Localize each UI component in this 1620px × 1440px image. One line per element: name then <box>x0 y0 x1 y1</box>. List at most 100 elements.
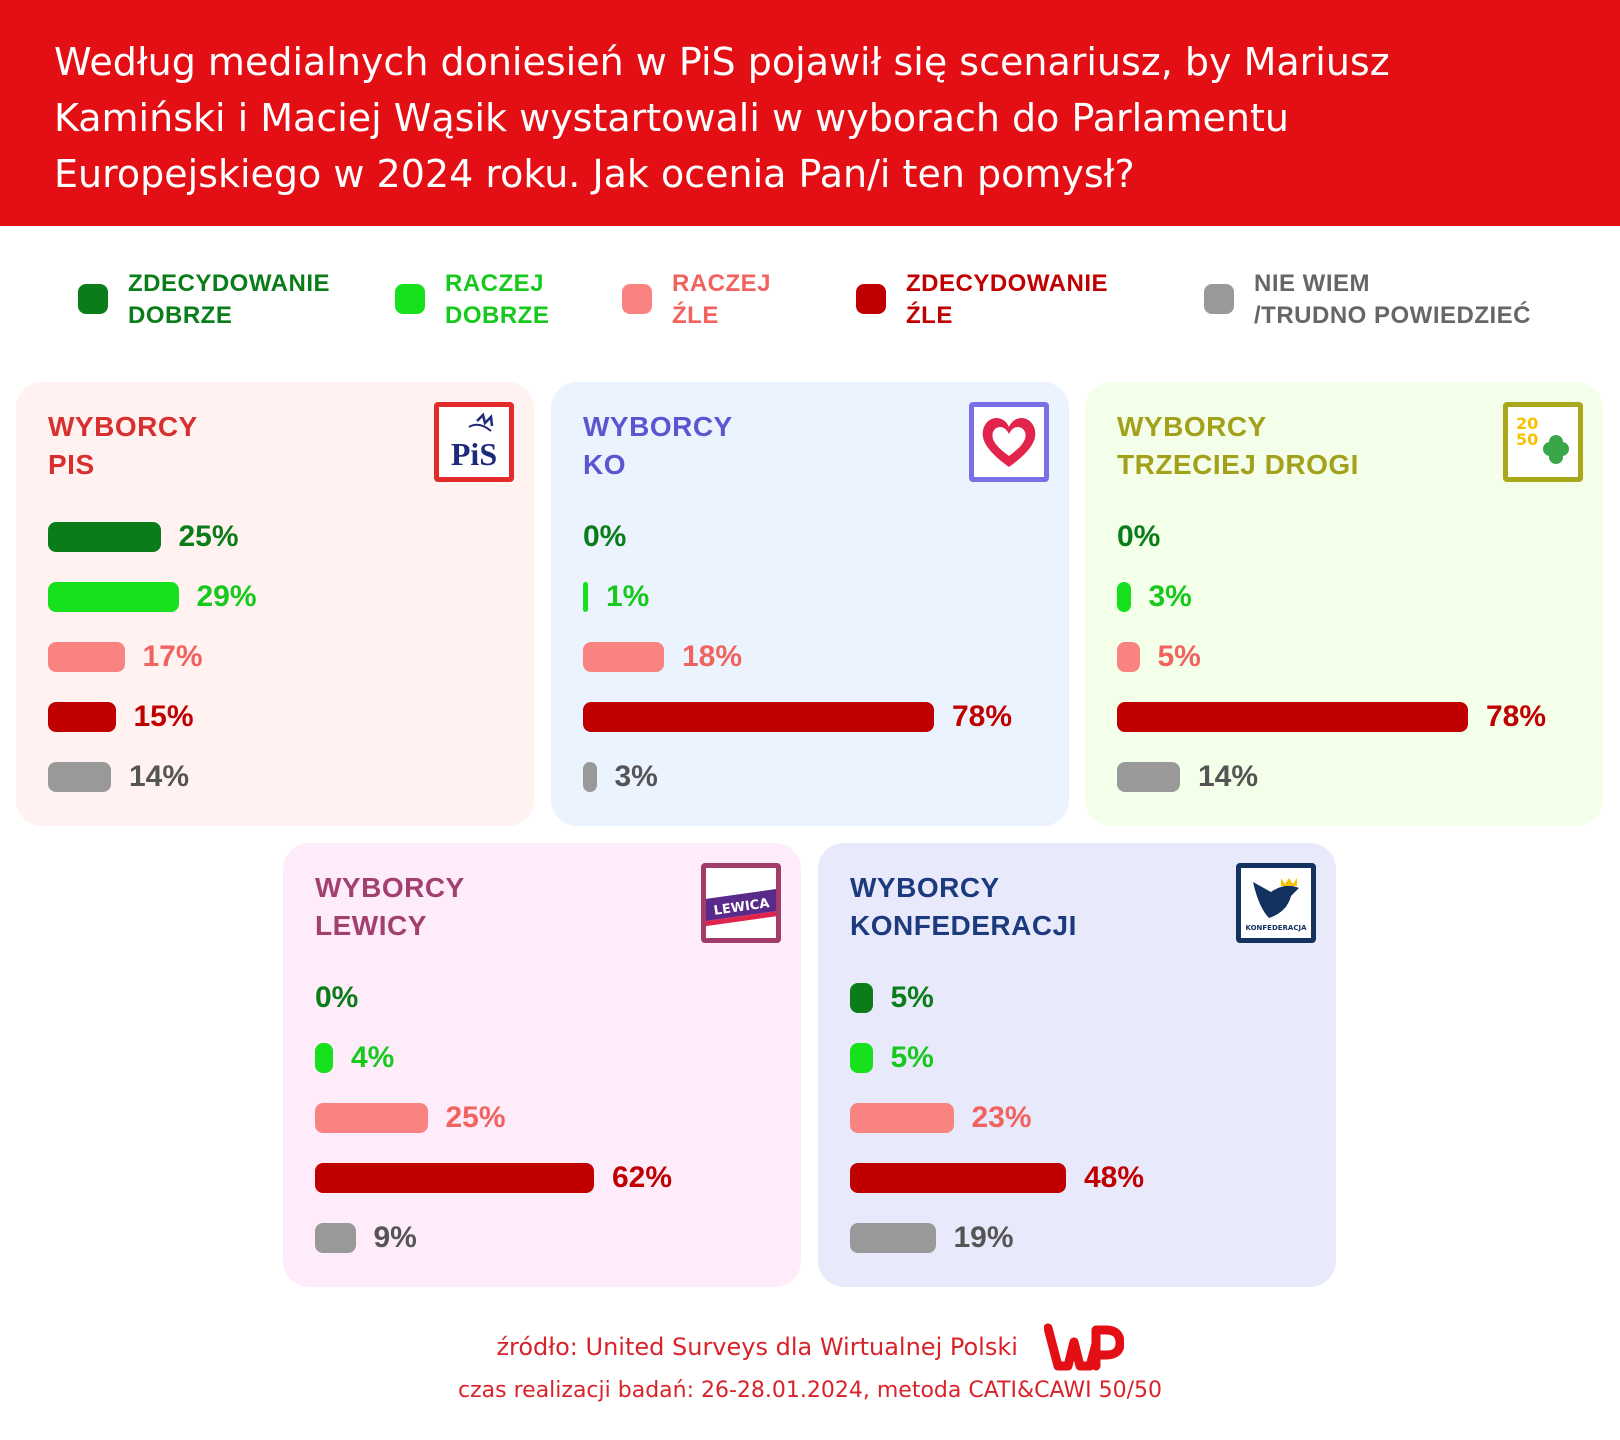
konfederacja-logo: KONFEDERACJA <box>1236 863 1316 943</box>
bar-value-label: 48% <box>1084 1161 1145 1194</box>
bar-row: 5% <box>850 1040 934 1076</box>
legend-item: ZDECYDOWANIE ŹLE <box>856 268 1108 332</box>
bar-value-label: 15% <box>133 700 194 733</box>
bar-value-label: 9% <box>373 1221 417 1254</box>
method-line: czas realizacji badań: 26-28.01.2024, me… <box>458 1378 1162 1403</box>
bar <box>850 1043 873 1073</box>
bar-row: 1% <box>583 579 649 615</box>
panel-title-line: KONFEDERACJI <box>850 910 1077 941</box>
bar-value-label: 25% <box>178 520 239 553</box>
bar-value-label: 0% <box>583 520 627 553</box>
bar-row: 25% <box>315 1100 506 1136</box>
panel-pis: WYBORCY PIS PiS 25% 29% 17% 15% 14% <box>16 382 534 826</box>
bar-row: 5% <box>850 980 934 1016</box>
legend-swatch <box>395 284 425 314</box>
legend-item: RACZEJ DOBRZE <box>395 268 549 332</box>
bar-row: 3% <box>583 759 658 795</box>
bar-row: 18% <box>583 639 742 675</box>
bar <box>1117 582 1131 612</box>
panel-title-line: LEWICY <box>315 910 427 941</box>
legend-label: ZDECYDOWANIE ŹLE <box>906 270 1109 329</box>
bar <box>583 582 588 612</box>
bar-value-label: 14% <box>129 760 190 793</box>
bar-row: 0% <box>315 980 358 1016</box>
bar-value-label: 23% <box>971 1101 1032 1134</box>
bar <box>583 642 664 672</box>
bar-value-label: 3% <box>1148 580 1192 613</box>
bar-row: 78% <box>583 699 1012 735</box>
panel-title: WYBORCY PIS <box>48 408 198 484</box>
legend-label: RACZEJ ŹLE <box>672 270 772 329</box>
bar-row: 4% <box>315 1040 394 1076</box>
bar <box>315 1223 356 1253</box>
bar-value-label: 17% <box>142 640 203 673</box>
panel-ko: WYBORCY KO 0% 1% 18% 78% 3% <box>551 382 1069 826</box>
bar <box>48 642 125 672</box>
panel-title-line: WYBORCY <box>1117 411 1267 442</box>
bar <box>1117 762 1180 792</box>
bar <box>1117 702 1468 732</box>
bar-value-label: 25% <box>445 1101 506 1134</box>
bar-row: 14% <box>48 759 189 795</box>
bar-row: 14% <box>1117 759 1258 795</box>
ko-heart-logo <box>969 402 1049 482</box>
chart-title: Według medialnych doniesień w PiS pojawi… <box>54 40 1390 196</box>
header-banner: Według medialnych doniesień w PiS pojawi… <box>0 0 1620 226</box>
bar-row: 0% <box>583 519 626 555</box>
bar-row: 17% <box>48 639 203 675</box>
panel-title-line: WYBORCY <box>583 411 733 442</box>
bar <box>850 1163 1066 1193</box>
panel-title: WYBORCY KONFEDERACJI <box>850 869 1077 945</box>
bar-value-label: 0% <box>315 981 359 1014</box>
bar-row: 78% <box>1117 699 1546 735</box>
panel-title-line: WYBORCY <box>315 872 465 903</box>
bar-row: 25% <box>48 519 239 555</box>
bar-row: 9% <box>315 1220 417 1256</box>
legend-label: NIE WIEM /TRUDNO POWIEDZIEĆ <box>1254 270 1531 329</box>
bar <box>850 1223 936 1253</box>
bar-row: 5% <box>1117 639 1201 675</box>
bar <box>315 1043 333 1073</box>
bar-value-label: 78% <box>1486 700 1547 733</box>
bar <box>48 762 111 792</box>
bar <box>1117 642 1140 672</box>
bar <box>583 762 597 792</box>
legend-swatch <box>622 284 652 314</box>
svg-text:KONFEDERACJA: KONFEDERACJA <box>1245 924 1307 932</box>
bar-value-label: 1% <box>606 580 650 613</box>
panel-title: WYBORCY LEWICY <box>315 869 465 945</box>
legend-item: NIE WIEM /TRUDNO POWIEDZIEĆ <box>1204 268 1531 332</box>
svg-text:50: 50 <box>1516 430 1538 449</box>
bar-value-label: 5% <box>890 981 934 1014</box>
legend-swatch <box>78 284 108 314</box>
bar-value-label: 62% <box>612 1161 673 1194</box>
legend-label: ZDECYDOWANIE DOBRZE <box>128 270 331 329</box>
bar-row: 19% <box>850 1220 1014 1256</box>
panel-trzeciej-drogi: WYBORCY TRZECIEJ DROGI 20 50 0% 3% 5% 78% 14% <box>1085 382 1603 826</box>
bar-value-label: 18% <box>682 640 743 673</box>
bar-value-label: 5% <box>890 1041 934 1074</box>
bar-value-label: 19% <box>953 1221 1014 1254</box>
bar-row: 48% <box>850 1160 1144 1196</box>
legend-item: ZDECYDOWANIE DOBRZE <box>78 268 330 332</box>
source-text: źródło: United Surveys dla Wirtualnej Po… <box>496 1333 1018 1361</box>
bar <box>48 582 179 612</box>
bar-row: 15% <box>48 699 194 735</box>
panel-lewicy: WYBORCY LEWICY LEWICA 0% 4% 25% 62% 9% <box>283 843 801 1287</box>
legend-label: RACZEJ DOBRZE <box>445 270 550 329</box>
panel-title-line: WYBORCY <box>850 872 1000 903</box>
bar <box>48 522 161 552</box>
legend-item: RACZEJ ŹLE <box>622 268 771 332</box>
bar-value-label: 0% <box>1117 520 1161 553</box>
bar-row: 62% <box>315 1160 672 1196</box>
bar <box>315 1103 428 1133</box>
bar <box>850 1103 954 1133</box>
panel-title-line: WYBORCY <box>48 411 198 442</box>
bar-row: 23% <box>850 1100 1032 1136</box>
bar-value-label: 14% <box>1198 760 1259 793</box>
panel-title: WYBORCY TRZECIEJ DROGI <box>1117 408 1359 484</box>
wp-logo <box>1043 1323 1125 1371</box>
svg-text:PiS: PiS <box>451 436 497 472</box>
bar-row: 0% <box>1117 519 1160 555</box>
bar-row: 3% <box>1117 579 1192 615</box>
